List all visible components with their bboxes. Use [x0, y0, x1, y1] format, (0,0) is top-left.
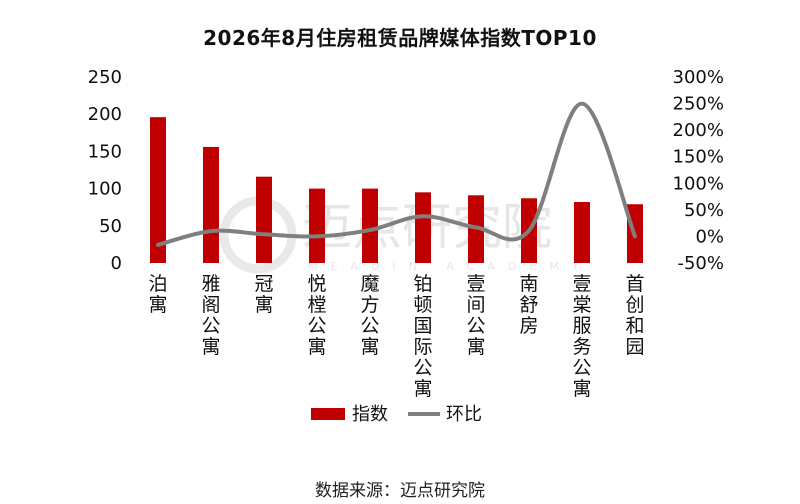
left-tick-label: 200: [88, 104, 122, 125]
category-label: 铂顿国际公寓: [413, 273, 432, 400]
category-label: 南舒房: [519, 273, 538, 337]
left-axis: 0 50 100 150 200 250: [88, 67, 122, 274]
left-tick-label: 50: [99, 216, 122, 237]
category-label: 雅阁公寓: [201, 273, 220, 358]
right-tick-label: 200%: [673, 120, 724, 141]
bar: [256, 176, 272, 263]
left-tick-label: 250: [88, 67, 122, 88]
bar: [150, 117, 166, 264]
bar: [203, 146, 219, 263]
category-label: 壹间公寓: [466, 273, 485, 358]
bar: [574, 201, 590, 263]
right-tick-label: 250%: [673, 94, 724, 115]
line-path: [156, 101, 637, 247]
category-label: 泊寓: [148, 273, 167, 316]
left-tick-label: 150: [88, 141, 122, 162]
right-tick-label: 150%: [673, 147, 724, 168]
legend-label-line: 环比: [446, 404, 482, 425]
watermark-subtext: MEADIN ACADEMY: [308, 260, 592, 273]
left-tick-label: 100: [88, 179, 122, 200]
right-tick-label: -50%: [677, 253, 724, 274]
bar: [309, 188, 325, 263]
right-tick-label: 50%: [684, 200, 724, 221]
category-label: 首创和园: [625, 273, 644, 358]
bar: [415, 192, 431, 263]
category-axis: 泊寓 雅阁公寓 冠寓 悦樘公寓 魔方公寓 铂顿国际公寓 壹间公寓 南舒房 壹棠服务公寓 首创和园: [148, 273, 644, 400]
category-label: 魔方公寓: [360, 273, 379, 358]
bar: [362, 188, 378, 263]
category-label: 冠寓: [254, 273, 273, 316]
line-series: [156, 101, 637, 247]
category-label: 悦樘公寓: [307, 273, 326, 358]
right-axis: -50% 0% 50% 100% 150% 200% 250% 300%: [673, 67, 724, 274]
right-tick-label: 0%: [695, 226, 724, 247]
legend-swatch-bar: [311, 408, 345, 420]
category-label: 壹棠服务公寓: [572, 273, 591, 400]
legend-label-bar: 指数: [352, 404, 388, 425]
right-tick-label: 300%: [673, 67, 724, 88]
chart-title: 2026年8月住房租赁品牌媒体指数TOP10: [203, 26, 597, 50]
source-note: 数据来源：迈点研究院: [315, 481, 485, 501]
right-tick-label: 100%: [673, 173, 724, 194]
legend: 指数 环比: [311, 404, 482, 425]
left-tick-label: 0: [111, 253, 122, 274]
